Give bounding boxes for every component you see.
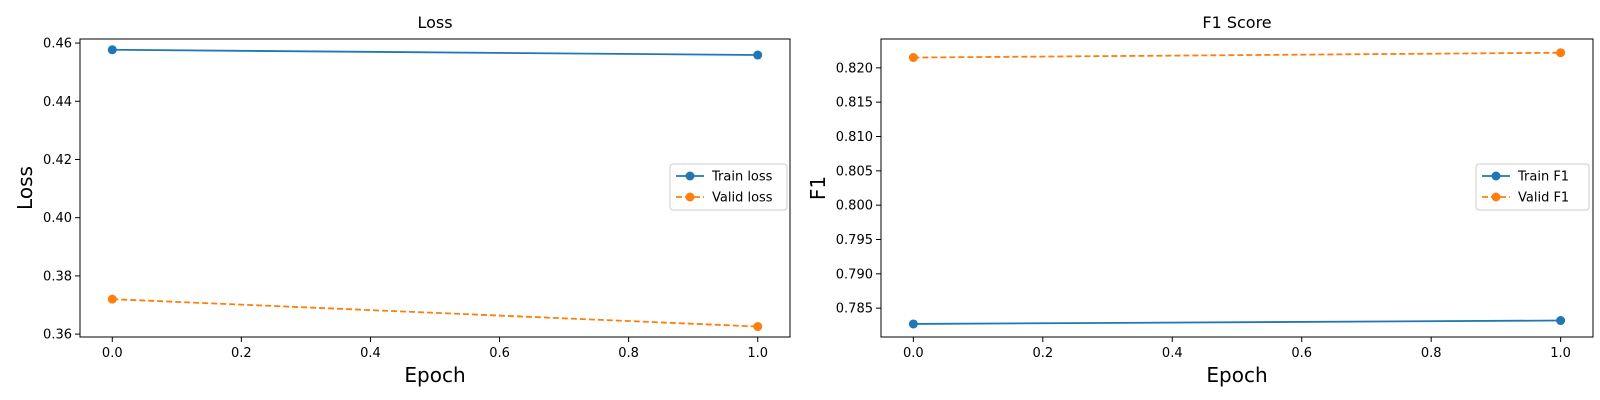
y-tick-label: 0.800 <box>836 199 873 214</box>
y-axis-label: F1 <box>806 176 830 200</box>
y-tick-label: 0.36 <box>43 328 72 343</box>
x-tick-label: 1.0 <box>747 346 768 361</box>
chart-title: Loss <box>417 13 452 32</box>
x-tick-label: 0.6 <box>1291 346 1312 361</box>
x-axis-label: Epoch <box>404 363 465 387</box>
x-tick-label: 0.8 <box>1421 346 1442 361</box>
y-tick-label: 0.820 <box>836 61 873 76</box>
legend-label: Train loss <box>711 170 773 185</box>
plot-frame <box>79 38 791 338</box>
data-point <box>107 294 117 304</box>
y-tick-label: 0.40 <box>43 211 72 226</box>
subplot-2: F1 Score 0.0 0.2 0.4 0.6 0.8 1.0 0.785 0.790 0.79… <box>806 13 1594 387</box>
x-tick-label: 0.0 <box>903 346 924 361</box>
legend: Train loss Valid loss <box>669 163 788 211</box>
x-tick-label: 0.8 <box>618 346 639 361</box>
series-line-1 <box>112 48 758 56</box>
data-point <box>1556 316 1566 326</box>
data-point <box>1556 48 1566 58</box>
x-tick-label: 0.2 <box>1032 346 1053 361</box>
y-tick-label: 0.42 <box>43 153 72 168</box>
x-tick-label: 0.6 <box>489 346 510 361</box>
data-point <box>753 50 763 60</box>
y-tick-label: 0.790 <box>836 267 873 282</box>
data-point <box>753 322 763 332</box>
plot-frame <box>880 38 1594 338</box>
y-tick-label: 0.46 <box>43 37 72 52</box>
x-tick-label: 1.0 <box>1550 346 1571 361</box>
legend-label: Train F1 <box>1517 170 1569 185</box>
y-tick-label: 0.38 <box>43 269 72 284</box>
data-point <box>908 319 918 329</box>
y-tick-label: 0.44 <box>43 95 72 110</box>
chart-title: F1 Score <box>1202 13 1271 32</box>
x-tick-label: 0.4 <box>360 346 381 361</box>
y-tick-label: 0.805 <box>836 164 873 179</box>
legend-marker <box>685 171 695 181</box>
y-tick-label: 0.795 <box>836 233 873 248</box>
y-axis-label: Loss <box>13 166 37 210</box>
legend: Train F1 Valid F1 <box>1475 163 1590 211</box>
legend-label: Valid loss <box>712 191 773 206</box>
legend-label: Valid F1 <box>1518 191 1569 206</box>
y-tick-label: 0.815 <box>836 96 873 111</box>
legend-marker <box>685 192 695 202</box>
data-point <box>908 53 918 63</box>
series-line-2 <box>112 298 758 328</box>
data-point <box>107 45 117 55</box>
y-tick-label: 0.785 <box>836 302 873 317</box>
x-tick-label: 0.0 <box>102 346 123 361</box>
x-tick-label: 0.4 <box>1162 346 1183 361</box>
subplot-1: Loss 0.0 0.2 0.4 0.6 0.8 1.0 0.36 0.38 0.40 0.42 0.… <box>13 13 791 387</box>
legend-marker <box>1491 192 1501 202</box>
legend-marker <box>1491 171 1501 181</box>
series-line-2 <box>913 51 1561 59</box>
y-tick-label: 0.810 <box>836 130 873 145</box>
series-line-1 <box>913 319 1561 325</box>
x-axis-label: Epoch <box>1206 363 1267 387</box>
x-tick-label: 0.2 <box>231 346 252 361</box>
